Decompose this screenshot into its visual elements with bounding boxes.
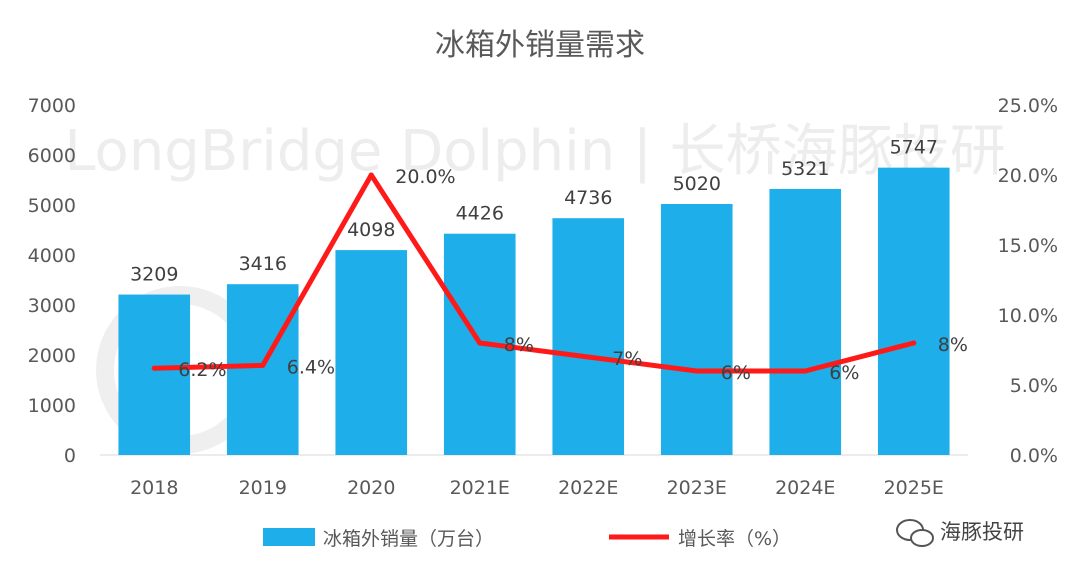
growth-point: [585, 354, 591, 360]
x-tick-label: 2018: [130, 477, 178, 499]
watermark-text: LongBridge Dolphin | 长桥海豚投研: [64, 119, 1005, 184]
bar-value-label: 5020: [673, 173, 721, 195]
bar-value-label: 4426: [456, 203, 504, 225]
y-left-tick-label: 5000: [28, 195, 76, 217]
legend-line-label: 增长率（%）: [678, 528, 791, 550]
growth-value-label: 6.4%: [287, 356, 335, 378]
y-right-tick-label: 20.0%: [998, 165, 1058, 187]
growth-point: [911, 340, 917, 346]
bar-value-label: 5747: [890, 137, 938, 159]
left-axis: 0 1000 2000 3000 4000 5000 6000 7000: [28, 95, 76, 467]
wechat-icon: [896, 519, 934, 547]
bar: [552, 218, 625, 455]
brand-name: 海豚投研: [940, 520, 1024, 544]
line-series: [151, 172, 917, 374]
right-axis: 0.0% 5.0% 10.0% 15.0% 20.0% 25.0%: [998, 95, 1058, 467]
x-tick-label: 2021E: [450, 477, 510, 499]
brand-badge: 海豚投研: [896, 519, 1024, 547]
y-left-tick-label: 6000: [28, 145, 76, 167]
bar-labels: 3209 3416 4098 4426 4736 5020 5321 5747: [130, 137, 938, 286]
bar: [877, 167, 950, 455]
bar-value-label: 4098: [347, 219, 395, 241]
growth-point: [802, 368, 808, 374]
line-labels: 6.2% 6.4% 20.0% 8% 7% 6% 6% 8%: [178, 166, 968, 384]
bar-series: [118, 167, 950, 455]
y-left-tick-label: 0: [64, 445, 76, 467]
x-tick-label: 2020: [347, 477, 395, 499]
bar-value-label: 3416: [239, 253, 287, 275]
growth-value-label: 6%: [721, 362, 751, 384]
legend-bar-swatch: [263, 528, 315, 546]
growth-value-label: 6%: [829, 362, 859, 384]
bar: [769, 188, 842, 455]
bar-value-label: 3209: [130, 264, 178, 286]
x-tick-label: 2019: [239, 477, 287, 499]
y-left-tick-label: 2000: [28, 345, 76, 367]
bar: [118, 294, 191, 455]
growth-value-label: 20.0%: [395, 166, 455, 188]
growth-line: [151, 172, 917, 374]
y-left-tick-label: 3000: [28, 295, 76, 317]
chart-title: 冰箱外销量需求: [435, 28, 645, 63]
y-right-tick-label: 15.0%: [998, 235, 1058, 257]
bar-value-label: 5321: [781, 158, 829, 180]
y-left-tick-label: 4000: [28, 245, 76, 267]
growth-value-label: 8%: [504, 334, 534, 356]
x-tick-label: 2024E: [775, 477, 835, 499]
growth-value-label: 8%: [938, 334, 968, 356]
y-left-tick-label: 7000: [28, 95, 76, 117]
x-tick-label: 2025E: [884, 477, 944, 499]
growth-value-label: 7%: [612, 348, 642, 370]
growth-point: [151, 365, 157, 371]
bar: [226, 284, 299, 455]
y-left-tick-label: 1000: [28, 395, 76, 417]
legend: 冰箱外销量（万台） 增长率（%）: [263, 528, 791, 550]
y-right-tick-label: 5.0%: [1010, 375, 1058, 397]
x-axis: 2018 2019 2020 2021E 2022E 2023E 2024E 2025E: [130, 477, 944, 499]
y-right-tick-label: 10.0%: [998, 305, 1058, 327]
bar: [660, 204, 733, 455]
growth-value-label: 6.2%: [178, 359, 226, 381]
y-right-tick-label: 0.0%: [1010, 445, 1058, 467]
x-tick-label: 2023E: [667, 477, 727, 499]
watermark: LongBridge Dolphin | 长桥海豚投研: [64, 119, 1006, 454]
bar: [335, 250, 408, 455]
x-tick-label: 2022E: [558, 477, 618, 499]
growth-point: [260, 362, 266, 368]
y-right-tick-label: 25.0%: [998, 95, 1058, 117]
growth-point: [368, 172, 374, 178]
bar-value-label: 4736: [564, 187, 612, 209]
growth-point: [477, 340, 483, 346]
legend-bar-label: 冰箱外销量（万台）: [323, 528, 494, 550]
growth-point: [694, 368, 700, 374]
